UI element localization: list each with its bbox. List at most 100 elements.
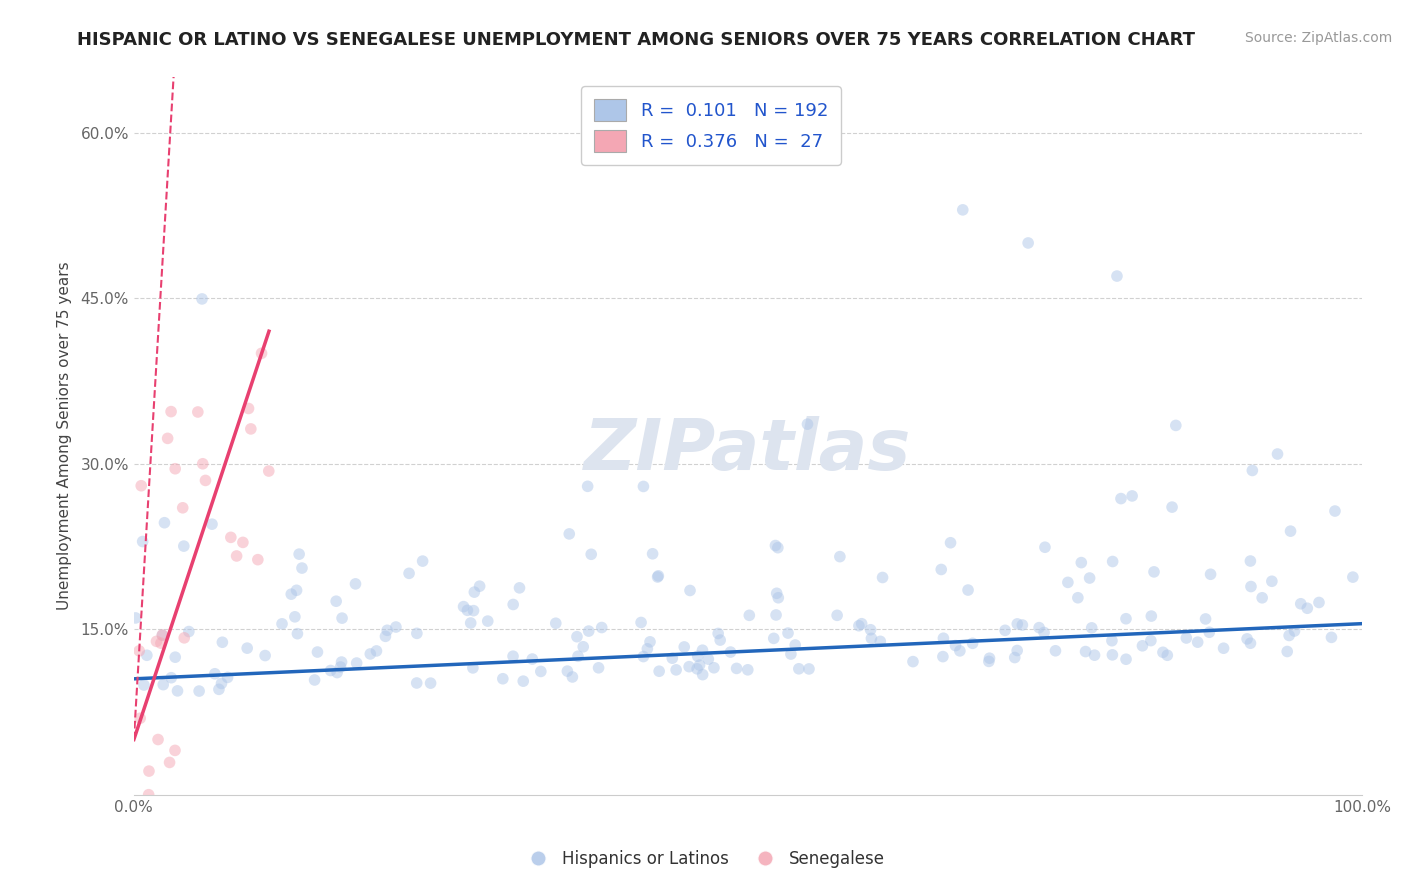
Point: [461, 661, 484, 675]
Point: [686, 649, 709, 664]
Point: [177, 624, 200, 639]
Point: [544, 616, 567, 631]
Point: [1198, 625, 1220, 640]
Point: [1251, 591, 1274, 605]
Point: [1083, 648, 1105, 663]
Point: [398, 566, 420, 581]
Point: [591, 621, 613, 635]
Point: [211, 635, 233, 649]
Point: [939, 535, 962, 549]
Point: [1074, 644, 1097, 658]
Point: [720, 645, 742, 659]
Point: [1212, 641, 1234, 656]
Point: [163, 743, 186, 757]
Point: [325, 594, 347, 608]
Point: [949, 644, 972, 658]
Point: [165, 650, 187, 665]
Point: [1105, 268, 1128, 283]
Point: [285, 583, 308, 598]
Point: [280, 587, 302, 601]
Point: [1239, 554, 1261, 568]
Point: [405, 626, 427, 640]
Point: [257, 464, 280, 478]
Point: [463, 585, 485, 599]
Text: Source: ZipAtlas.com: Source: ZipAtlas.com: [1244, 31, 1392, 45]
Point: [219, 530, 242, 544]
Point: [952, 202, 974, 217]
Point: [124, 611, 146, 625]
Point: [291, 561, 314, 575]
Point: [848, 618, 870, 632]
Point: [129, 711, 152, 725]
Point: [307, 645, 329, 659]
Point: [138, 788, 160, 802]
Point: [785, 638, 807, 652]
Point: [578, 624, 600, 638]
Point: [330, 611, 353, 625]
Point: [588, 661, 610, 675]
Point: [460, 615, 482, 630]
Point: [453, 599, 475, 614]
Point: [1078, 571, 1101, 585]
Point: [860, 632, 883, 646]
Point: [1267, 447, 1289, 461]
Point: [204, 666, 226, 681]
Point: [129, 479, 152, 493]
Point: [647, 569, 669, 583]
Point: [405, 676, 427, 690]
Point: [366, 644, 388, 658]
Point: [374, 629, 396, 643]
Point: [1140, 609, 1163, 624]
Point: [156, 431, 179, 445]
Point: [165, 461, 187, 475]
Point: [522, 652, 544, 666]
Point: [576, 479, 599, 493]
Point: [236, 641, 259, 656]
Point: [160, 404, 183, 418]
Point: [1011, 618, 1033, 632]
Point: [1279, 524, 1302, 538]
Point: [1341, 570, 1364, 584]
Point: [385, 620, 408, 634]
Point: [150, 628, 173, 642]
Point: [187, 405, 209, 419]
Point: [1194, 612, 1216, 626]
Legend: R =  0.101   N = 192, R =  0.376   N =  27: R = 0.101 N = 192, R = 0.376 N = 27: [581, 87, 841, 165]
Point: [359, 647, 381, 661]
Point: [872, 570, 894, 584]
Point: [709, 633, 731, 648]
Point: [346, 656, 368, 670]
Point: [150, 628, 173, 642]
Point: [1175, 631, 1198, 645]
Point: [1007, 616, 1029, 631]
Point: [692, 643, 714, 657]
Point: [1067, 591, 1090, 605]
Point: [962, 636, 984, 650]
Point: [238, 401, 260, 416]
Text: HISPANIC OR LATINO VS SENEGALESE UNEMPLOYMENT AMONG SENIORS OVER 75 YEARS CORREL: HISPANIC OR LATINO VS SENEGALESE UNEMPLO…: [77, 31, 1195, 49]
Point: [762, 632, 785, 646]
Point: [288, 547, 311, 561]
Point: [173, 631, 195, 645]
Point: [1289, 597, 1312, 611]
Point: [1284, 624, 1306, 638]
Point: [1239, 636, 1261, 650]
Point: [239, 422, 262, 436]
Point: [1241, 463, 1264, 477]
Point: [737, 663, 759, 677]
Point: [477, 614, 499, 628]
Point: [565, 630, 588, 644]
Point: [638, 635, 661, 649]
Point: [1121, 489, 1143, 503]
Point: [1164, 418, 1187, 433]
Point: [468, 579, 491, 593]
Point: [633, 479, 655, 493]
Point: [697, 652, 720, 666]
Point: [194, 474, 217, 488]
Point: [647, 570, 669, 584]
Point: [1140, 633, 1163, 648]
Point: [738, 608, 761, 623]
Point: [1161, 500, 1184, 515]
Point: [145, 634, 167, 648]
Point: [780, 647, 803, 661]
